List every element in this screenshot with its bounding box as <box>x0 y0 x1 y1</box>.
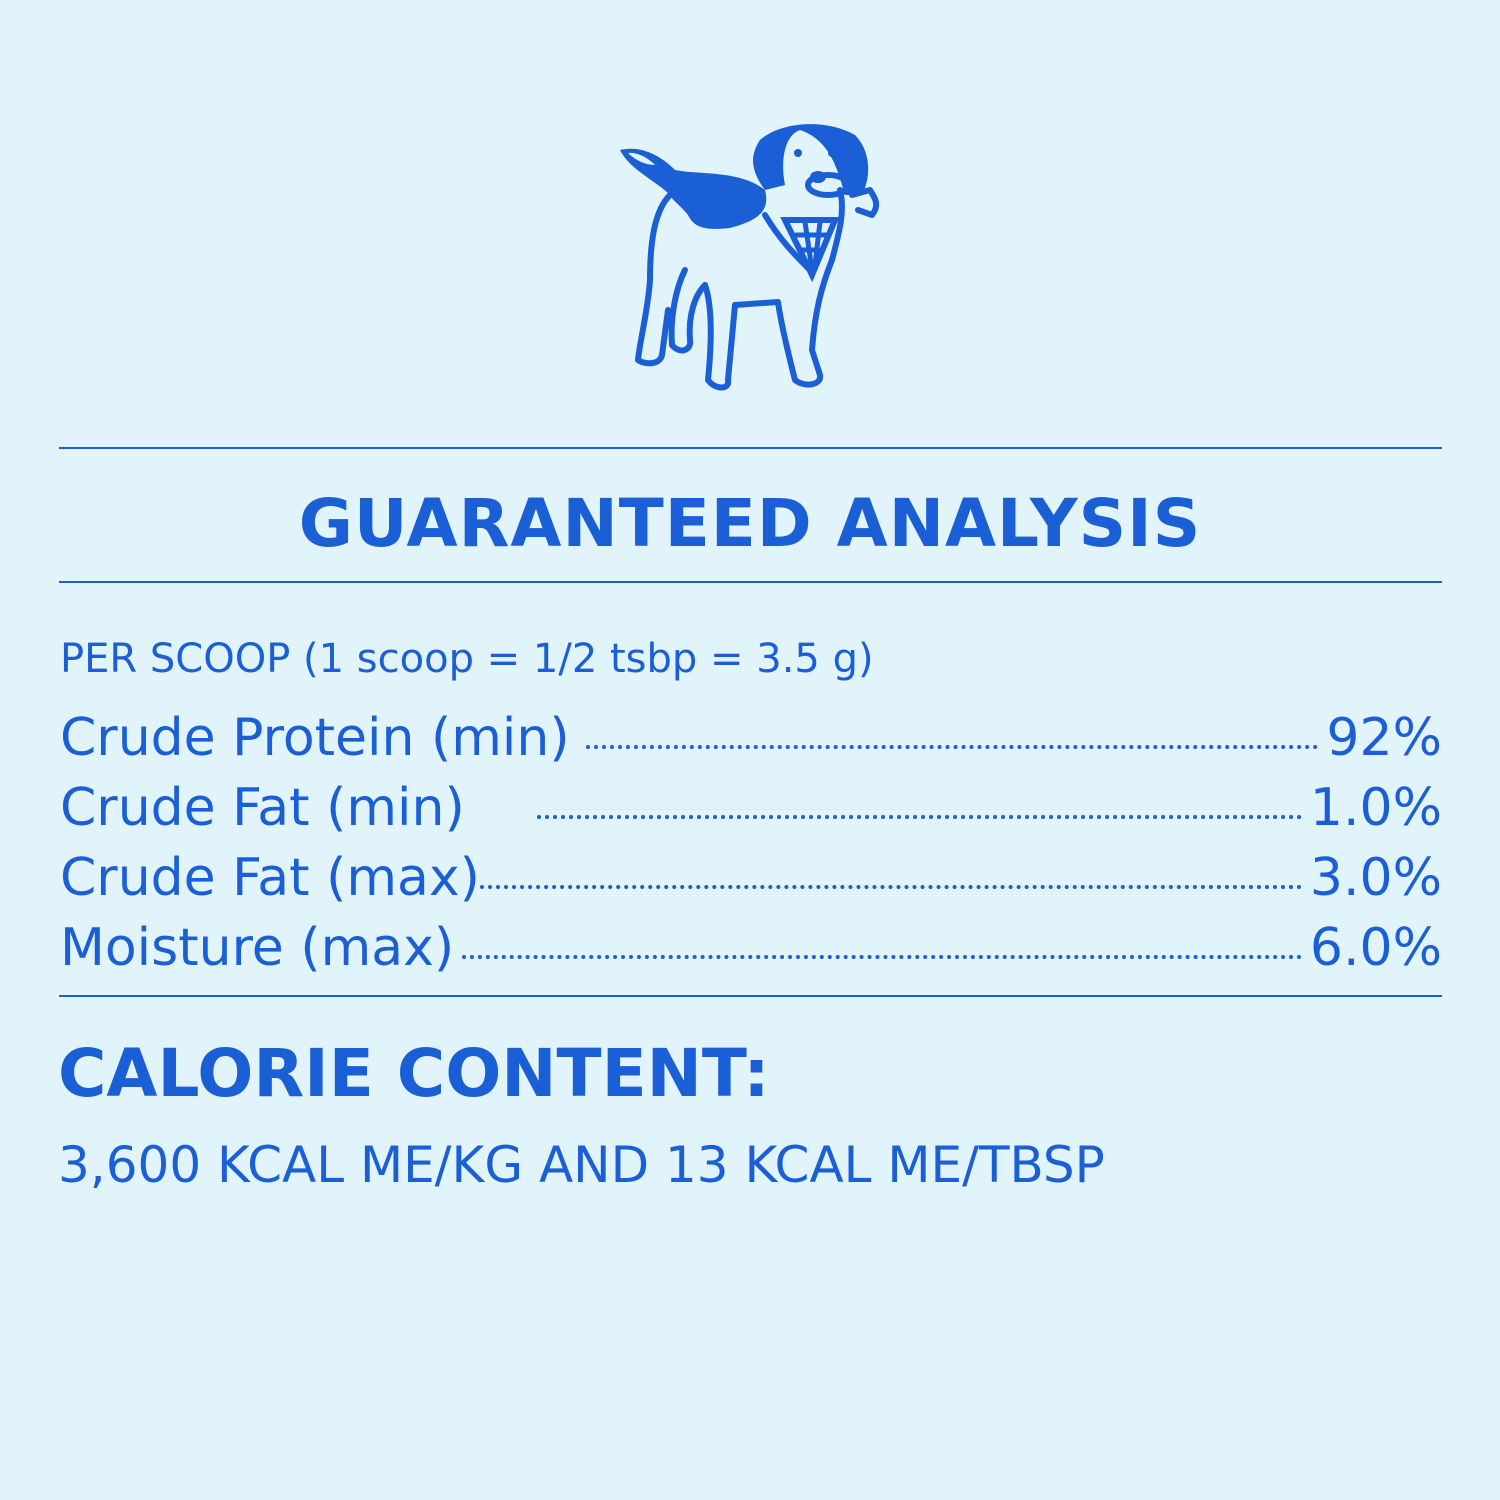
section-title: GUARANTEED ANALYSIS <box>298 485 1202 562</box>
analysis-label: Moisture (max) <box>60 918 455 978</box>
analysis-row: Moisture (max) 6.0% <box>60 918 1442 988</box>
dog-holding-bone-icon <box>620 124 880 391</box>
dot-leader <box>536 815 1302 819</box>
top-divider <box>59 447 1442 449</box>
analysis-row: Crude Protein (min) 92% <box>60 708 1442 778</box>
bottom-divider <box>59 995 1442 997</box>
serving-size: PER SCOOP (1 scoop = 1/2 tsbp = 3.5 g) <box>60 636 874 682</box>
title-divider <box>59 581 1442 583</box>
calorie-text: 3,600 KCAL ME/KG AND 13 KCAL ME/TBSP <box>58 1136 1105 1194</box>
dot-leader <box>462 955 1302 959</box>
dot-leader <box>479 885 1302 889</box>
calorie-heading: CALORIE CONTENT: <box>58 1035 770 1112</box>
analysis-row: Crude Fat (max) 3.0% <box>60 848 1442 918</box>
analysis-label: Crude Protein (min) <box>60 708 570 768</box>
dot-leader <box>585 745 1319 749</box>
analysis-label: Crude Fat (min) <box>60 778 465 838</box>
analysis-value: 6.0% <box>1309 918 1442 978</box>
analysis-value: 1.0% <box>1309 778 1442 838</box>
analysis-value: 3.0% <box>1309 848 1442 908</box>
analysis-value: 92% <box>1326 708 1442 768</box>
analysis-label: Crude Fat (max) <box>60 848 480 908</box>
analysis-row: Crude Fat (min) 1.0% <box>60 778 1442 848</box>
